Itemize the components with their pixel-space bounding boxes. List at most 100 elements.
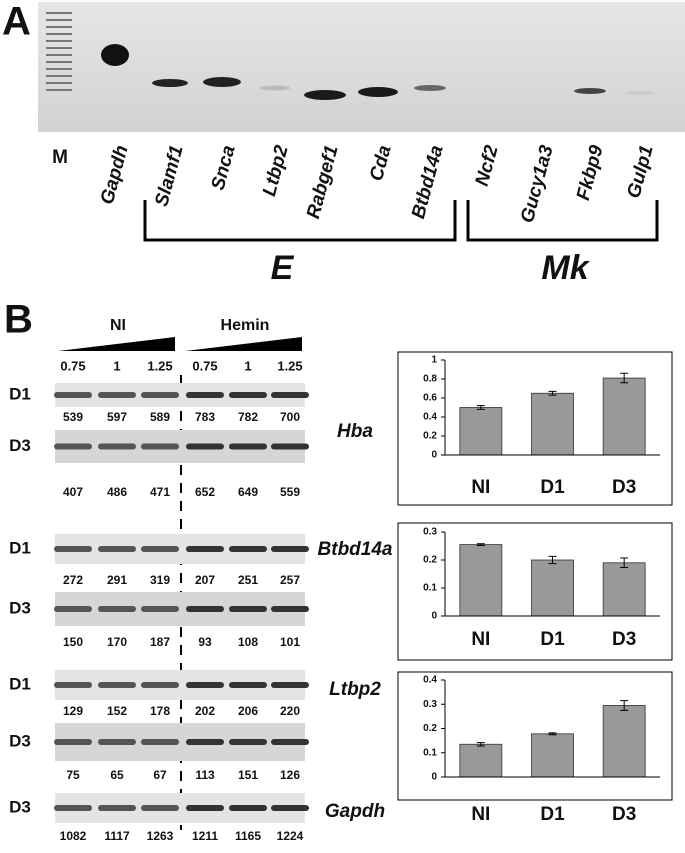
x-tick-label: D3 [612,477,636,498]
dose-label: 1 [113,358,120,373]
band-intensity: 319 [150,573,170,587]
lane-label: Btbd14a [408,143,448,221]
y-tick-label: 0.4 [423,675,437,686]
gel-band [54,805,92,811]
band-intensity: 113 [195,768,215,782]
band-intensity: 75 [66,768,80,782]
gel-band [186,546,224,552]
gene-label: Gapdh [325,801,385,822]
band-intensity: 126 [280,768,300,782]
day-label: D3 [9,436,31,455]
y-tick-label: 0.2 [423,555,437,566]
bracket [143,200,457,242]
gel-band [141,443,179,450]
x-tick-label: D1 [540,804,565,825]
ladder-band [46,33,72,35]
gene-label: Hba [337,421,373,442]
day-label: D3 [9,598,31,617]
band-intensity: 151 [238,768,258,782]
x-tick-label: NI [471,629,490,650]
gel-band [141,392,179,398]
gel-band [141,805,179,811]
error-bar [476,405,485,410]
gel-band [186,392,224,398]
gel-strip [55,670,305,700]
y-tick-label: 0.6 [423,393,437,404]
gel-band [229,606,267,612]
band-intensity: 1082 [60,829,87,843]
gel-band [574,88,606,94]
bar [531,559,574,617]
ladder-band [46,61,72,63]
band-intensity: 291 [107,573,127,587]
gel-band [54,606,92,612]
y-tick-label: 0.2 [423,431,437,442]
bar [531,733,574,778]
band-intensity: 150 [63,635,83,649]
gel-band [98,443,136,450]
lane-label: Gucy1a3 [517,143,558,225]
ladder-band [46,47,72,49]
gel-band [141,739,179,745]
ladder-band [46,26,72,28]
x-tick-label: NI [471,477,490,498]
gel-strip [55,383,305,407]
lane-label: Snca [208,143,240,193]
lane-label: Fkbp9 [573,143,608,203]
day-label: D1 [9,384,31,403]
y-tick-label: 0.8 [423,374,437,385]
gel-band [186,805,224,811]
band-intensity: 178 [150,704,170,718]
gel-strip [55,793,305,823]
y-tick-label: 0 [431,611,437,622]
band-intensity: 65 [110,768,124,782]
y-tick-label: 0.2 [423,723,437,734]
ladder-band [46,89,72,91]
band-intensity: 257 [280,573,300,587]
band-intensity: 700 [280,410,300,424]
band-intensity: 101 [280,635,300,649]
gel-band [203,77,241,87]
band-intensity: 589 [150,410,170,424]
band-intensity: 649 [238,485,258,499]
gel-band [271,606,309,612]
y-tick-label: 0.1 [423,747,437,758]
error-bar [476,742,485,747]
bar [459,544,503,617]
lane-label: Ltbp2 [259,143,293,199]
gel-band [101,44,129,66]
day-label: D3 [9,731,31,750]
gel-band [271,739,309,745]
ladder-band [46,82,72,84]
band-intensity: 782 [238,410,258,424]
chart-frame [397,351,673,506]
band-intensity: 783 [195,410,215,424]
bar [459,407,503,456]
band-intensity: 207 [195,573,215,587]
band-intensity: 220 [280,704,300,718]
gel-band [186,606,224,612]
gel-band [229,443,267,450]
gel-band [271,443,309,450]
y-tick-label: 0.3 [423,699,437,710]
bar [459,743,503,778]
dose-wedge [58,337,175,351]
lane-label: M [52,147,68,168]
band-intensity: 471 [150,485,170,499]
gel-band [98,606,136,612]
gel-band [229,739,267,745]
gel-band [304,90,346,100]
dose-label: 1.25 [277,358,302,373]
gel-band [229,392,267,398]
band-intensity: 108 [238,635,258,649]
band-intensity: 152 [107,704,127,718]
condition-label: NI [110,317,126,334]
dose-label: 1.25 [147,358,172,373]
gel-band [358,87,398,97]
y-tick-label: 0.4 [423,412,437,423]
panel-label: B [4,298,33,342]
gel-band [54,682,92,688]
band-intensity: 652 [195,485,215,499]
ladder-band [46,75,72,77]
